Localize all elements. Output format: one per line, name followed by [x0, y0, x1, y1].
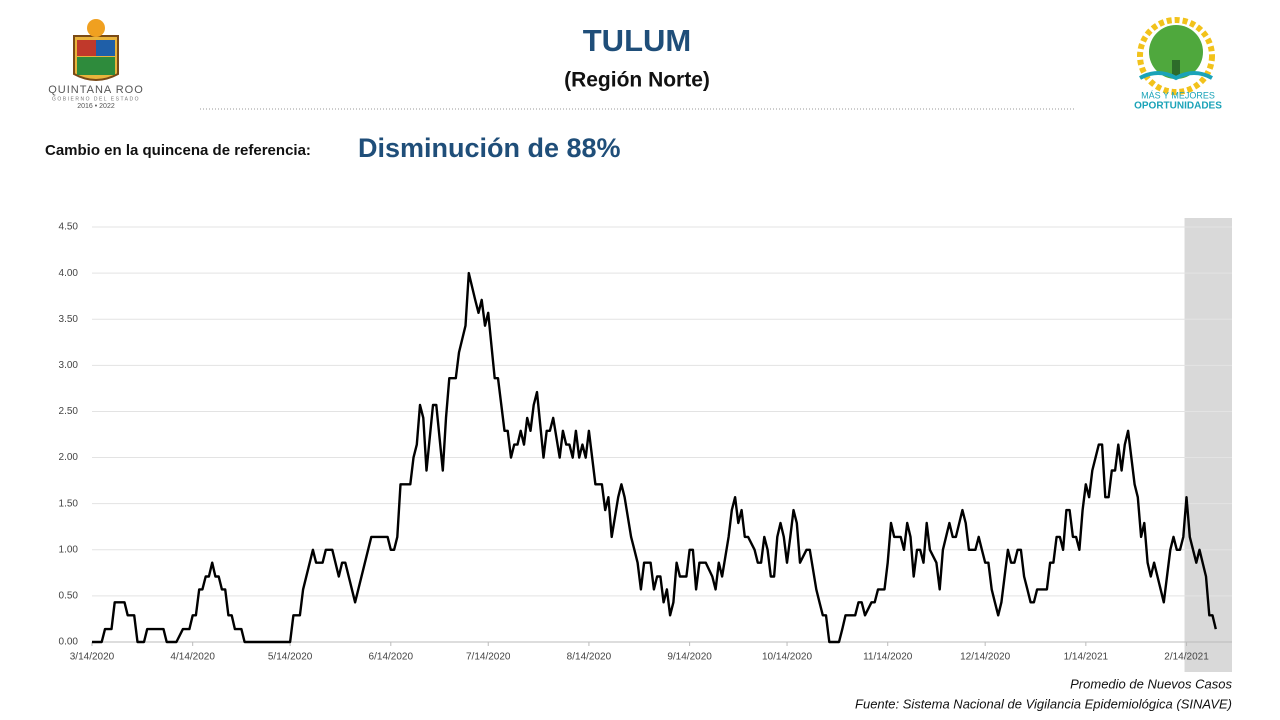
- y-tick-label: 1.00: [59, 544, 79, 555]
- x-tick-label: 7/14/2020: [466, 652, 511, 663]
- logo-text: MÁS Y MEJORES: [1141, 90, 1215, 100]
- title: TULUM: [583, 23, 691, 58]
- subtitle: (Región Norte): [564, 69, 710, 92]
- x-tick-label: 8/14/2020: [567, 652, 612, 663]
- logo-text: GOBIERNO DEL ESTADO: [52, 96, 140, 102]
- logo-text: OPORTUNIDADES: [1134, 101, 1222, 112]
- shield-quarter: [96, 40, 115, 56]
- y-tick-label: 3.50: [59, 314, 79, 325]
- x-tick-label: 10/14/2020: [762, 652, 812, 663]
- x-tick-label: 9/14/2020: [667, 652, 712, 663]
- y-tick-label: 0.50: [59, 591, 79, 602]
- change-label: Cambio en la quincena de referencia:: [45, 142, 311, 159]
- logo-text: 2016 • 2022: [77, 103, 115, 110]
- sun: [87, 19, 105, 37]
- y-tick-label: 1.50: [59, 498, 79, 509]
- trunk: [1172, 60, 1180, 76]
- x-tick-label: 1/14/2021: [1064, 652, 1109, 663]
- caption: Promedio de Nuevos Casos: [1070, 676, 1232, 691]
- change-value: Disminución de 88%: [358, 133, 621, 163]
- source: Fuente: Sistema Nacional de Vigilancia E…: [855, 696, 1232, 711]
- x-tick-label: 2/14/2021: [1164, 652, 1209, 663]
- wave: [1139, 71, 1213, 81]
- shield-quarter: [77, 57, 115, 75]
- y-tick-label: 3.00: [59, 360, 79, 371]
- x-tick-label: 12/14/2020: [960, 652, 1010, 663]
- logo-oportunidades: MÁS Y MEJORES OPORTUNIDADES: [1134, 17, 1222, 112]
- y-tick-label: 0.00: [59, 637, 79, 648]
- x-tick-label: 4/14/2020: [170, 652, 215, 663]
- x-tick-label: 6/14/2020: [369, 652, 414, 663]
- x-tick-label: 11/14/2020: [863, 652, 913, 663]
- logo-text: QUINTANA ROO: [48, 84, 144, 96]
- y-tick-label: 4.50: [59, 222, 79, 233]
- y-tick-label: 4.00: [59, 268, 79, 279]
- tree: [1149, 25, 1203, 79]
- x-tick-label: 5/14/2020: [268, 652, 313, 663]
- plot: 0.00 0.50 1.00 1.50 2.00 2.50 3.00 3.50 4.00 4.50…: [59, 218, 1232, 672]
- y-tick-label: 2.00: [59, 452, 79, 463]
- y-tick-label: 2.50: [59, 406, 79, 417]
- logo-quintana-roo: QUINTANA ROO GOBIERNO DEL ESTADO 2016 • …: [48, 19, 144, 110]
- line-series: [92, 271, 1217, 644]
- x-tick-label: 3/14/2020: [70, 652, 115, 663]
- shield-quarter: [77, 40, 96, 56]
- sun-ring: [1137, 17, 1215, 95]
